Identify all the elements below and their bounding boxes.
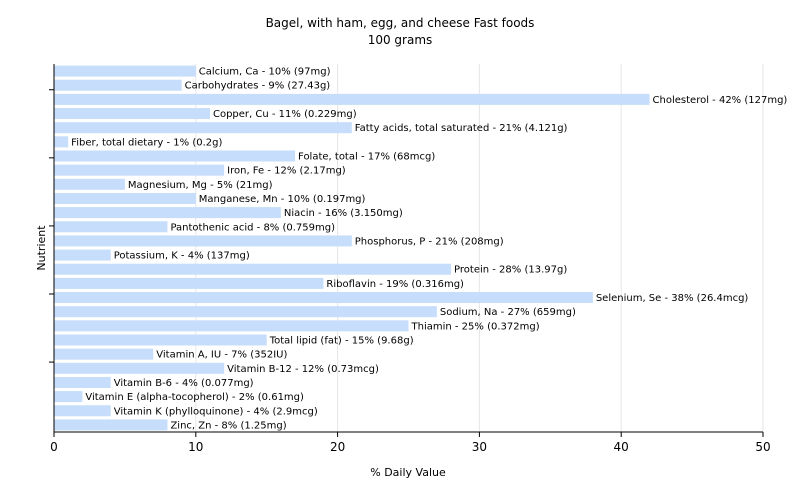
bar-label: Magnesium, Mg - 5% (21mg) (128, 180, 273, 191)
bar (54, 376, 111, 388)
bar (54, 292, 593, 304)
bar (54, 306, 437, 318)
bar-label: Thiamin - 25% (0.372mg) (411, 321, 540, 332)
bar-label: Calcium, Ca - 10% (97mg) (199, 67, 331, 78)
bar (54, 221, 168, 233)
x-tick-label: 30 (472, 440, 487, 454)
y-axis-label: Nutrient (35, 225, 48, 271)
bar-labels: Calcium, Ca - 10% (97mg) Carbohydrates - … (71, 67, 787, 432)
x-axis-ticks: 0 10 20 30 40 50 (50, 432, 771, 454)
bar-label: Niacin - 16% (3.150mg) (284, 208, 403, 219)
bar-label: Copper, Cu - 11% (0.229mg) (213, 109, 357, 120)
chart-title: Bagel, with ham, egg, and cheese Fast fo… (266, 16, 535, 30)
bar (54, 405, 111, 417)
bar (54, 419, 168, 431)
bar (54, 391, 83, 403)
bar-label: Protein - 28% (13.97g) (454, 265, 567, 276)
bar (54, 150, 296, 162)
bar (54, 93, 650, 105)
bar-label: Manganese, Mn - 10% (0.197mg) (199, 194, 366, 205)
bar (54, 263, 452, 275)
bar (54, 334, 267, 346)
bar-label: Folate, total - 17% (68mcg) (298, 152, 435, 163)
bar (54, 192, 196, 204)
bar-label: Cholesterol - 42% (127mg) (653, 95, 788, 106)
bar (54, 108, 210, 120)
bar-label: Pantothenic acid - 8% (0.759mg) (170, 222, 335, 233)
bar-label: Fiber, total dietary - 1% (0.2g) (71, 137, 222, 148)
bar-label: Selenium, Se - 38% (26.4mcg) (596, 293, 749, 304)
bar (54, 320, 409, 332)
bar (54, 122, 352, 134)
bar (54, 362, 225, 374)
bar-label: Zinc, Zn - 8% (1.25mg) (170, 420, 286, 431)
bar-label: Vitamin E (alpha-tocopherol) - 2% (0.61m… (85, 392, 304, 403)
bar-label: Vitamin B-12 - 12% (0.73mcg) (227, 364, 379, 375)
bars (54, 65, 650, 431)
bar-label: Vitamin A, IU - 7% (352IU) (156, 350, 287, 361)
axes (49, 64, 763, 433)
bar-label: Phosphorus, P - 21% (208mg) (355, 236, 504, 247)
x-tick-label: 10 (188, 440, 203, 454)
bar-label: Riboflavin - 19% (0.316mg) (326, 279, 464, 290)
bar (54, 178, 125, 190)
bar (54, 207, 281, 219)
bar-label: Sodium, Na - 27% (659mg) (440, 307, 576, 318)
bar (54, 348, 154, 360)
bar (54, 164, 225, 176)
x-tick-label: 50 (755, 440, 770, 454)
bar (54, 136, 69, 148)
bar-label: Fatty acids, total saturated - 21% (4.12… (355, 123, 568, 134)
x-axis-label: % Daily Value (370, 466, 446, 479)
chart-subtitle: 100 grams (368, 33, 433, 47)
x-tick-label: 0 (50, 440, 58, 454)
x-tick-label: 40 (614, 440, 629, 454)
bar (54, 249, 111, 261)
bar (54, 277, 324, 289)
bar-label: Vitamin B-6 - 4% (0.077mg) (114, 378, 254, 389)
bar-label: Iron, Fe - 12% (2.17mg) (227, 166, 346, 177)
bar-label: Potassium, K - 4% (137mg) (114, 251, 250, 262)
bar (54, 65, 196, 77)
bar-label: Total lipid (fat) - 15% (9.68g) (269, 336, 414, 347)
bar (54, 235, 352, 247)
x-tick-label: 20 (330, 440, 345, 454)
bar-label: Vitamin K (phylloquinone) - 4% (2.9mcg) (114, 406, 318, 417)
bar-label: Carbohydrates - 9% (27.43g) (185, 81, 331, 92)
bar (54, 79, 182, 91)
